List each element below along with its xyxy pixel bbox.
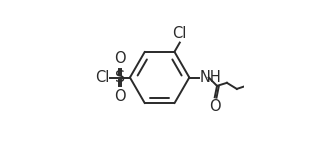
Text: O: O bbox=[114, 51, 126, 66]
Text: Cl: Cl bbox=[173, 26, 187, 41]
Text: Cl: Cl bbox=[95, 70, 110, 85]
Text: S: S bbox=[115, 70, 125, 85]
Text: O: O bbox=[209, 99, 221, 114]
Text: NH: NH bbox=[200, 70, 221, 85]
Text: O: O bbox=[114, 89, 126, 104]
